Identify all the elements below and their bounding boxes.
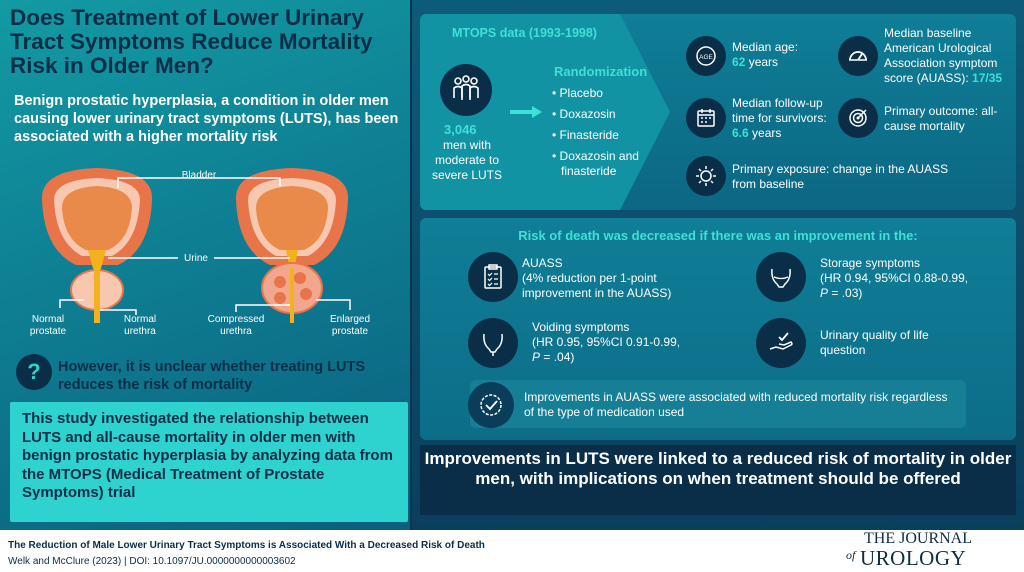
enlarged-prostate-bladder-graphic	[235, 168, 349, 323]
median-followup: Median follow-up time for survivors: 6.6…	[732, 96, 827, 140]
normal-urethra-label: Normal urethra	[123, 314, 157, 337]
list-item: • Placebo	[552, 86, 603, 100]
journal-logo-of: of	[846, 548, 856, 562]
urine-label: Urine	[184, 253, 208, 264]
list-item: • Doxazosin	[552, 107, 616, 121]
footer-citation: Welk and McClure (2023) | DOI: 10.1097/J…	[8, 556, 296, 567]
footer: The Reduction of Male Lower Urinary Trac…	[0, 530, 1024, 572]
journal-logo-top: THE JOURNAL	[864, 530, 972, 547]
randomization-list: • Placebo • Doxazosin • Finasteride • Do…	[552, 86, 652, 179]
clipboard-icon	[468, 252, 518, 302]
list-item: • Finasteride	[552, 128, 619, 142]
randomization-title: Randomization	[554, 64, 648, 79]
storage-finding: Storage symptoms (HR 0.94, 95%CI 0.88-0.…	[820, 256, 969, 300]
conclusion-box: Improvements in LUTS were linked to a re…	[420, 445, 1016, 515]
primary-outcome: Primary outcome: all-cause mortality	[884, 104, 998, 133]
study-box: This study investigated the relationship…	[10, 402, 408, 522]
gauge-icon	[838, 36, 878, 76]
normal-prostate-label: Normal prostate	[29, 314, 67, 337]
normal-bladder-graphic	[41, 168, 153, 323]
voiding-finding: Voiding symptoms (HR 0.95, 95%CI 0.91-0.…	[532, 320, 681, 364]
intro-text: Benign prostatic hyperplasia, a conditio…	[14, 93, 399, 145]
findings-heading: Risk of death was decreased if there was…	[518, 228, 918, 243]
bladder-storage-icon	[756, 252, 806, 302]
arrow-right-icon	[510, 106, 542, 118]
study-description: This study investigated the relationship…	[22, 410, 393, 501]
quality-of-life-finding: Urinary quality of life question	[820, 328, 929, 357]
check-badge-icon	[468, 382, 514, 428]
journal-logo-name: UROLOGY	[860, 546, 967, 570]
panel-divider	[410, 0, 412, 530]
sun-icon	[686, 156, 726, 196]
median-age: Median age: 62 years	[732, 40, 799, 69]
baseline-auass: Median baseline American Urological Asso…	[884, 26, 1003, 85]
footer-title: The Reduction of Male Lower Urinary Trac…	[8, 540, 485, 551]
prostate-illustration	[41, 168, 351, 323]
hand-check-icon	[756, 318, 806, 368]
bladder-voiding-icon	[468, 318, 518, 368]
target-icon	[838, 98, 878, 138]
question-mark-icon: ?	[16, 354, 52, 390]
list-item: • Doxazosin and finasteride	[552, 149, 639, 178]
enlarged-prostate-label: Enlarged prostate	[329, 314, 371, 337]
note-text: Improvements in AUASS were associated wi…	[524, 390, 948, 419]
calendar-icon	[686, 98, 726, 138]
primary-exposure: Primary exposure: change in the AUASS fr…	[732, 162, 949, 191]
age-icon: AGE	[686, 36, 726, 76]
auass-finding: AUASS (4% reduction per 1-point improvem…	[522, 256, 672, 300]
conclusion-text: Improvements in LUTS were linked to a re…	[424, 449, 1012, 488]
mtops-heading: MTOPS data (1993-1998)	[452, 26, 597, 40]
svg-text:AGE: AGE	[699, 54, 713, 61]
note-box	[470, 380, 966, 428]
bladder-label: Bladder	[181, 170, 217, 181]
participant-count: 3,046	[444, 122, 477, 137]
question-text: However, it is unclear whether treating …	[58, 359, 365, 393]
people-icon	[440, 64, 492, 116]
compressed-urethra-label: Compressed urethra	[207, 314, 265, 337]
participant-description: men with moderate to severe LUTS	[431, 138, 503, 182]
page-title: Does Treatment of Lower Urinary Tract Sy…	[10, 5, 373, 78]
